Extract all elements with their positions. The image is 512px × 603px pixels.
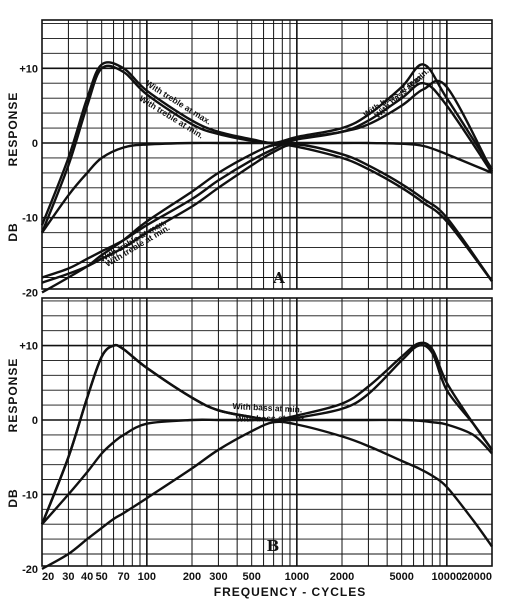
y-tick-label: 0 — [32, 415, 38, 427]
response-curve — [41, 79, 494, 279]
response-curve — [41, 418, 493, 526]
panel-a-y-axis-label-response: RESPONSE — [6, 92, 20, 167]
x-axis-label: FREQUENCY - CYCLES — [214, 585, 366, 599]
panel-a-grid — [41, 19, 493, 290]
plot-frame — [41, 19, 493, 290]
y-tick-label: -20 — [22, 564, 38, 576]
panel-a-curves — [40, 61, 494, 294]
x-tick-label: 30 — [62, 571, 74, 583]
x-tick-label: 50 — [96, 571, 108, 583]
response-curve — [41, 420, 493, 570]
x-tick-label: 300 — [209, 571, 227, 583]
x-tick-label: 40 — [81, 571, 93, 583]
x-tick-label: 200 — [183, 571, 201, 583]
y-tick-label: -10 — [22, 213, 38, 225]
panel-b-label: B — [267, 537, 280, 555]
response-curve — [40, 63, 494, 234]
panel-b-y-axis-label-db: DB — [6, 488, 20, 507]
panel-a-y-axis-label-db: DB — [6, 222, 20, 241]
x-tick-label: 2000 — [330, 571, 354, 583]
x-tick-label: 70 — [117, 571, 129, 583]
y-tick-label: 0 — [32, 138, 38, 150]
panel-b-x-tick-labels: 20 30 40 50 70 100 200 300 500 1000 2000 5000 10000 2… — [42, 571, 492, 583]
response-curve — [41, 141, 493, 234]
panel-b-y-axis-label-response: RESPONSE — [6, 358, 20, 433]
panel-a-label: A — [272, 269, 285, 287]
y-tick-label: -20 — [22, 287, 38, 299]
response-curve — [40, 61, 493, 226]
response-curve — [41, 143, 493, 284]
panel-b-y-tick-labels: +10 0 -10 -20 — [19, 341, 38, 576]
curve-annotation: With bass at max. — [236, 413, 308, 424]
x-tick-label: 10000 — [432, 571, 463, 583]
x-tick-label: 500 — [243, 571, 261, 583]
curve-annotation: With bass at min. — [232, 401, 302, 415]
x-tick-label: 1000 — [285, 571, 309, 583]
plot-frame — [41, 297, 493, 567]
x-tick-label: 5000 — [389, 571, 413, 583]
panel-b-annotations: With bass at min.With bass at max. — [232, 401, 307, 424]
x-tick-label: 20000 — [461, 571, 492, 583]
x-tick-label: 100 — [138, 571, 156, 583]
panel-b-curves — [40, 341, 493, 570]
response-curve — [41, 143, 493, 294]
x-tick-label: 20 — [42, 571, 54, 583]
y-tick-label: -10 — [22, 489, 38, 501]
y-tick-label: +10 — [19, 63, 38, 75]
panel-a-y-tick-labels: +10 0 -10 -20 — [19, 63, 38, 299]
y-tick-label: +10 — [19, 341, 38, 353]
panel-b: +10 0 -10 -20 20 30 40 50 70 100 200 300 500 1000 200… — [6, 297, 493, 583]
